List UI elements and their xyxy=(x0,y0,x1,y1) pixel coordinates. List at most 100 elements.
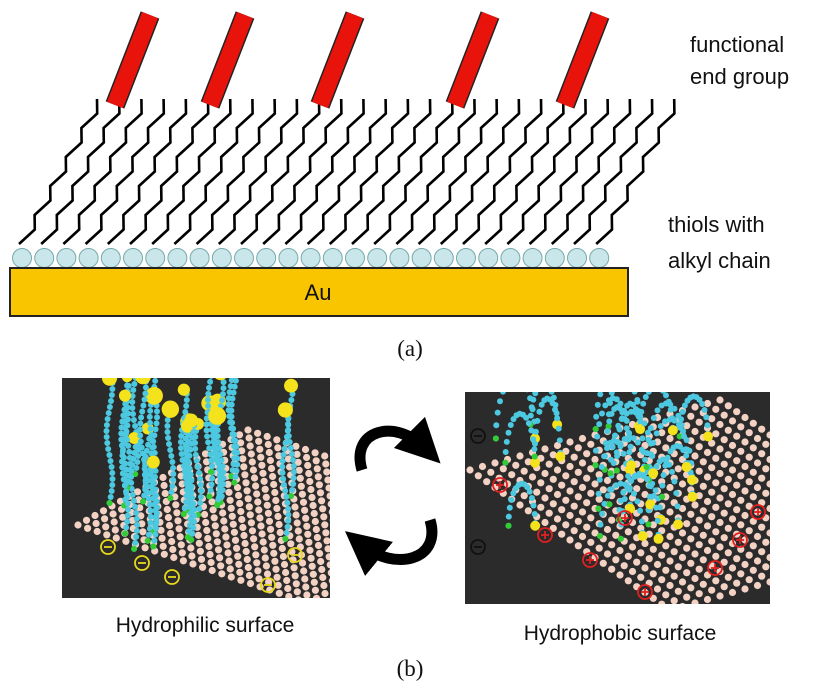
chain-bead xyxy=(656,385,662,391)
chain-bead xyxy=(216,466,222,472)
substrate-atom xyxy=(516,501,523,508)
chain-bead xyxy=(285,524,291,530)
substrate-atom xyxy=(236,500,243,507)
chain-bead xyxy=(526,420,532,426)
chain-bead xyxy=(189,531,195,537)
substrate-atom xyxy=(331,524,338,531)
chain-bead xyxy=(178,433,184,439)
substrate-atom xyxy=(346,499,353,506)
chain-bead xyxy=(234,462,240,468)
chain-bead xyxy=(675,503,681,509)
substrate-atom xyxy=(188,552,195,559)
substrate-atom xyxy=(292,572,299,579)
substrate-atom xyxy=(239,524,246,531)
substrate-atom xyxy=(571,478,578,485)
chain-bead xyxy=(167,447,173,453)
substrate-atom xyxy=(662,567,669,574)
chain-bead xyxy=(185,465,191,471)
chain-bead xyxy=(523,415,529,421)
chain-bead xyxy=(285,518,291,524)
chain-bead xyxy=(125,500,131,506)
substrate-atom xyxy=(166,522,173,529)
substrate-atom xyxy=(202,519,209,526)
substrate-atom xyxy=(228,505,235,512)
chain-bead xyxy=(132,504,138,510)
chain-bead xyxy=(609,390,615,396)
substrate-atom xyxy=(746,552,753,559)
substrate-atom xyxy=(206,551,213,558)
substrate-atom xyxy=(729,466,736,473)
substrate-atom xyxy=(334,480,341,487)
chain-bead xyxy=(205,403,211,409)
substrate-atom xyxy=(766,554,773,561)
substrate-atom xyxy=(783,468,790,475)
substrate-atom xyxy=(783,517,790,524)
substrate-atom xyxy=(261,546,268,553)
substrate-atom xyxy=(417,485,424,492)
substrate-atom xyxy=(579,459,586,466)
thiol-head xyxy=(412,249,431,268)
chain-bead xyxy=(148,426,154,432)
chain-bead xyxy=(121,440,127,446)
chain-bead xyxy=(184,397,190,403)
substrate-atom xyxy=(240,532,247,539)
substrate-atom xyxy=(350,531,357,538)
substrate-atom xyxy=(587,490,594,497)
substrate-atom xyxy=(725,525,732,532)
chain-bead xyxy=(130,492,136,498)
chain-bead xyxy=(209,463,215,469)
substrate-atom xyxy=(571,527,578,534)
substrate-atom xyxy=(297,475,304,482)
end-groups xyxy=(115,15,600,105)
chain-bead xyxy=(648,483,654,489)
anchor xyxy=(131,546,137,552)
substrate-atom xyxy=(322,460,329,467)
substrate-atom xyxy=(231,529,238,536)
substrate-atom xyxy=(268,465,275,472)
substrate-atom xyxy=(429,504,436,511)
chain-bead xyxy=(193,452,199,458)
substrate-atom xyxy=(406,542,413,549)
substrate-atom xyxy=(696,443,703,450)
chain-bead xyxy=(601,382,607,388)
substrate-atom xyxy=(412,514,419,521)
chain-bead xyxy=(620,369,626,375)
chain-bead xyxy=(283,494,289,500)
substrate-atom xyxy=(716,470,723,477)
substrate-atom xyxy=(362,481,369,488)
substrate-atom xyxy=(84,525,91,532)
substrate-atom xyxy=(301,575,308,582)
substrate-atom xyxy=(229,513,236,520)
substrate-atom xyxy=(251,543,258,550)
end-group-ball xyxy=(184,414,198,428)
chain-bead xyxy=(533,429,539,435)
chain-bead xyxy=(104,440,110,446)
end-group-ball xyxy=(687,492,697,502)
substrate-atom xyxy=(314,534,321,541)
substrate-atom xyxy=(221,525,228,532)
chain-bead xyxy=(644,450,650,456)
chain-bead xyxy=(619,370,625,376)
substrate-atom xyxy=(439,515,446,522)
substrate-atom xyxy=(264,433,271,440)
substrate-atom xyxy=(315,473,322,480)
substrate-atom xyxy=(230,521,237,528)
chain-bead xyxy=(109,386,115,392)
chain-bead xyxy=(637,508,643,514)
substrate-atom xyxy=(683,594,690,601)
chain-bead xyxy=(131,417,137,423)
substrate-atom xyxy=(253,559,260,566)
substrate-atom xyxy=(333,540,340,547)
anchor xyxy=(181,511,187,517)
substrate-atom xyxy=(712,577,719,584)
substrate-atom xyxy=(575,469,582,476)
anchor xyxy=(606,501,612,507)
chain-bead xyxy=(599,511,605,517)
substrate-atom xyxy=(256,446,263,453)
substrate-atom xyxy=(746,527,753,534)
substrate-atom xyxy=(800,504,807,511)
thiol-head xyxy=(257,249,276,268)
substrate-atom xyxy=(762,441,769,448)
substrate-atom xyxy=(750,542,757,549)
substrate-atom xyxy=(397,539,404,546)
